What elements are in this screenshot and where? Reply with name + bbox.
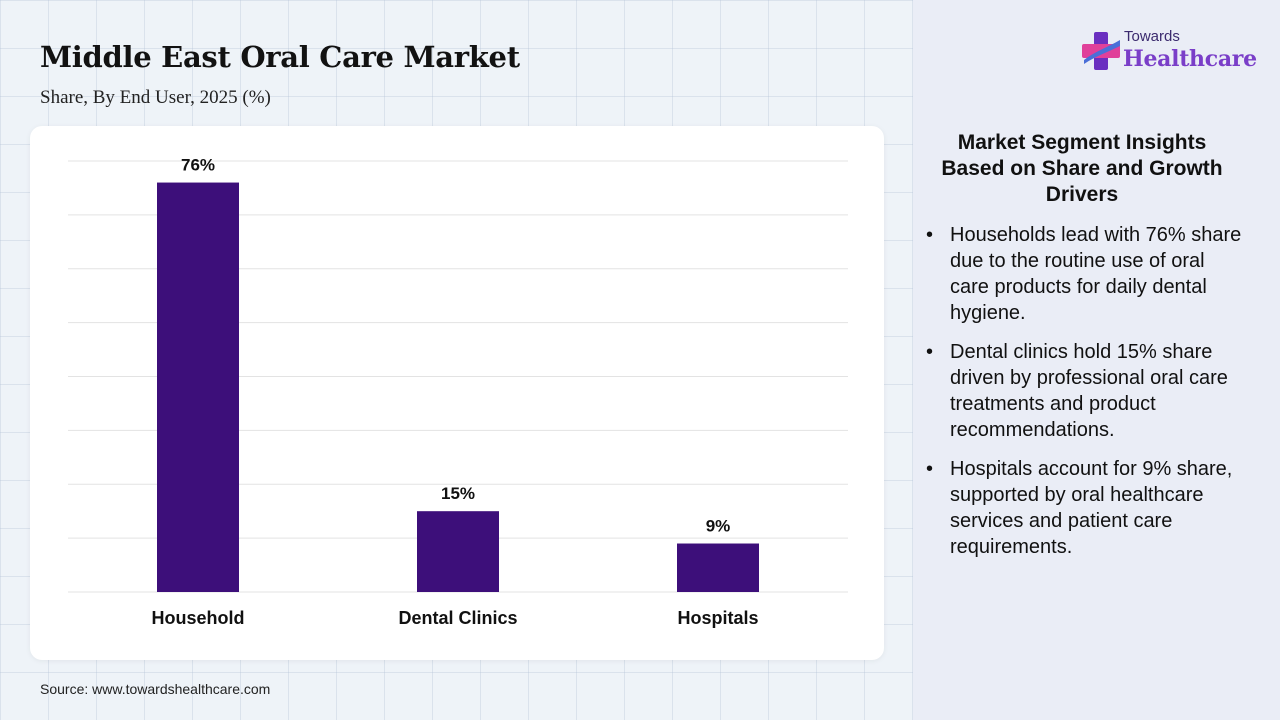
data-label: 76% <box>181 156 215 175</box>
data-label: 15% <box>441 484 475 503</box>
bar-hospitals <box>677 543 759 592</box>
chart-title: Middle East Oral Care Market <box>40 40 520 74</box>
chart-card: 76% Household 15% Dental Clinics 9% Hospitals <box>30 126 884 660</box>
insight-item: Dental clinics hold 15% share driven by … <box>926 339 1246 443</box>
towards-healthcare-logo: Towards Healthcare <box>1080 26 1260 78</box>
bar-chart: 76% Household 15% Dental Clinics 9% Hospitals <box>68 156 848 628</box>
data-label: 9% <box>706 517 731 536</box>
x-tick-label: Dental Clinics <box>398 608 517 628</box>
logo-text-big: Healthcare <box>1123 46 1257 72</box>
insights-list: Households lead with 76% share due to th… <box>926 222 1246 573</box>
source-note: Source: www.towardshealthcare.com <box>40 681 271 697</box>
bar-dental-clinics <box>417 511 499 592</box>
x-tick-label: Hospitals <box>677 608 758 628</box>
medical-cross-icon <box>1082 32 1120 70</box>
insight-item: Households lead with 76% share due to th… <box>926 222 1246 326</box>
insights-title: Market Segment Insights Based on Share a… <box>941 131 1223 206</box>
chart-subtitle: Share, By End User, 2025 (%) <box>40 87 271 108</box>
logo-text-small: Towards <box>1124 28 1180 45</box>
insight-item: Hospitals account for 9% share, supporte… <box>926 456 1246 560</box>
bar-household <box>157 182 239 593</box>
x-tick-label: Household <box>152 608 245 628</box>
